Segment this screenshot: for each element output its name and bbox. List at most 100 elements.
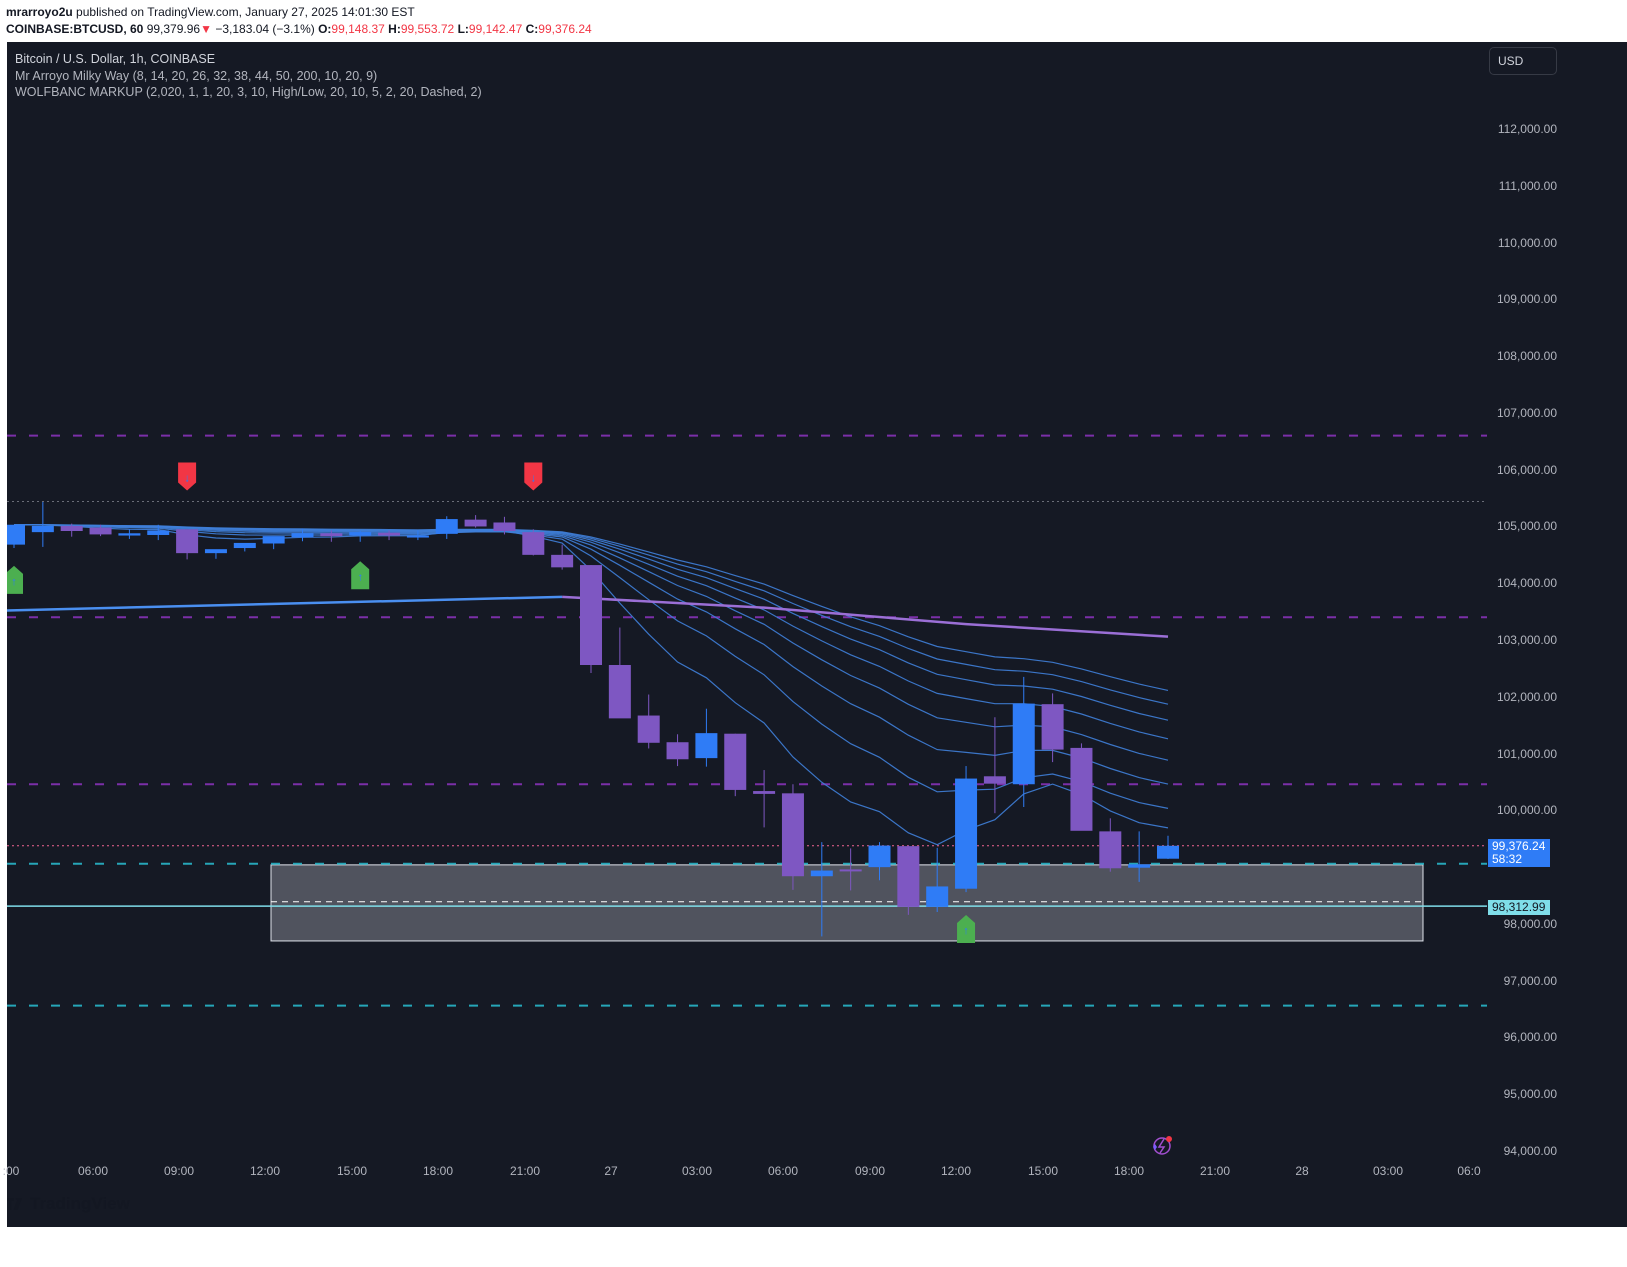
sell-signal-arrow-down-icon: ↓	[524, 462, 543, 491]
price-tick-label: 112,000.00	[1497, 122, 1557, 136]
candle-body	[839, 869, 862, 872]
price-tick-label: 108,000.00	[1496, 349, 1557, 364]
close-value: 99,376.24	[538, 22, 592, 36]
time-tick-label: 06:00	[767, 1164, 799, 1178]
ma200-line-purple	[562, 595, 1169, 638]
price-tick-label: 107,000.00	[1496, 405, 1557, 420]
tradingview-wordmark: TradingView	[30, 1194, 130, 1213]
candle-body	[1041, 704, 1064, 750]
candle-body	[7, 524, 25, 545]
time-tick-label: 15:00	[1027, 1164, 1059, 1178]
time-tick-label: 06:0	[1457, 1164, 1481, 1178]
time-tick-label: 18:00	[422, 1164, 454, 1178]
svg-text:↑: ↑	[963, 925, 969, 937]
open-value: 99,148.37	[331, 22, 385, 36]
candle-body	[781, 793, 804, 877]
legend-title[interactable]: Bitcoin / U.S. Dollar, 1h, COINBASE	[15, 52, 216, 66]
candle-body	[147, 530, 170, 535]
lightning-alert-icon[interactable]	[1153, 1136, 1172, 1155]
price-tick-label: 102,000.00	[1496, 689, 1557, 704]
candle-body	[695, 733, 718, 759]
candle-body	[89, 527, 112, 535]
price-tick-label: 111,000.00	[1498, 178, 1557, 193]
candle-body	[320, 533, 343, 537]
candle-body	[1070, 747, 1093, 831]
currency-button[interactable]: USD	[1489, 47, 1557, 75]
candle-body	[580, 565, 602, 666]
svg-text:↑: ↑	[357, 571, 363, 583]
candle-body	[176, 529, 199, 554]
time-tick-label: 21:00	[509, 1164, 541, 1178]
author-name[interactable]: mrarroyo2u	[6, 5, 73, 19]
last-price-badge-value: 99,376.24	[1492, 839, 1546, 853]
candle-body	[551, 554, 574, 568]
price-tick-label: 104,000.00	[1496, 576, 1557, 591]
symbol-label: COINBASE:BTCUSD, 60	[6, 22, 144, 36]
time-tick-label: 27	[604, 1164, 618, 1178]
published-text: published on TradingView.com, January 27…	[76, 5, 415, 19]
candle-body	[262, 536, 285, 544]
tradingview-logo-icon	[7, 1198, 22, 1210]
ema-line	[13, 524, 1169, 785]
price-plot[interactable]: ↑ ↓ ↑ ↓ ↑	[7, 42, 1627, 1227]
candle-body	[608, 665, 631, 719]
tradingview-logo[interactable]: TradingView	[7, 1194, 130, 1214]
last-price: 99,379.96	[146, 22, 201, 36]
buy-signal-arrow-up-icon: ↑	[351, 561, 370, 590]
high-value: 99,553.72	[400, 22, 455, 36]
svg-text:↓: ↓	[184, 472, 190, 484]
candle-body	[291, 533, 314, 538]
time-tick-label: 12:00	[249, 1164, 281, 1178]
price-tick-label: 103,000.00	[1496, 633, 1557, 648]
candle-body	[204, 549, 227, 554]
time-tick-label: 28	[1295, 1164, 1309, 1178]
publish-info: mrarroyo2u published on TradingView.com,…	[6, 5, 415, 19]
level-price-badge: 98,312.99	[1488, 900, 1550, 915]
candle-body	[378, 532, 401, 536]
symbol-info: COINBASE:BTCUSD, 60 99,379.96▼ −3,183.04…	[6, 22, 592, 36]
low-value: 99,142.47	[468, 22, 523, 36]
down-arrow-icon: ▼	[200, 22, 212, 36]
zone-box	[270, 864, 1424, 942]
candle-body	[666, 742, 689, 760]
time-tick-label: 09:00	[163, 1164, 195, 1178]
ma200-line-blue	[7, 595, 563, 612]
price-tick-label: 97,000.00	[1503, 973, 1557, 988]
time-tick-label: 21:00	[1199, 1164, 1231, 1178]
candle-body	[983, 776, 1006, 784]
price-tick-label: 106,000.00	[1496, 462, 1557, 477]
candle-body	[897, 846, 920, 907]
last-price-badge: 99,376.24 58:32	[1488, 839, 1550, 867]
ema-line	[14, 524, 1169, 740]
price-tick-label: 94,000.00	[1503, 1144, 1557, 1159]
price-change: −3,183.04 (−3.1%)	[215, 22, 315, 36]
candle-body	[926, 886, 949, 907]
candle-body	[493, 522, 516, 532]
chart-pane[interactable]: Bitcoin / U.S. Dollar, 1h, COINBASE Mr A…	[3, 42, 1627, 1227]
bar-countdown: 58:32	[1492, 852, 1523, 866]
price-tick-label: 96,000.00	[1503, 1030, 1557, 1045]
chart-legend: Bitcoin / U.S. Dollar, 1h, COINBASE Mr A…	[15, 51, 482, 101]
price-tick-label: 105,000.00	[1496, 519, 1557, 534]
price-tick-label: 101,000.00	[1496, 746, 1557, 761]
price-tick-label: 110,000.00	[1497, 235, 1557, 250]
time-tick-label: 15:00	[336, 1164, 368, 1178]
candle-body	[1012, 703, 1035, 785]
price-tick-label: 98,000.00	[1503, 916, 1557, 931]
ema-line	[14, 524, 1169, 691]
candle-body	[435, 519, 458, 534]
buy-signal-arrow-up-icon: ↑	[7, 565, 23, 594]
candle-body	[406, 535, 429, 538]
svg-text:↓: ↓	[531, 472, 537, 484]
price-tick-label: 100,000.00	[1496, 803, 1557, 818]
candle-body	[522, 532, 545, 555]
candle-body	[1128, 864, 1151, 868]
legend-indicator-wolfbanc[interactable]: WOLFBANC MARKUP (2,020, 1, 1, 20, 3, 10,…	[15, 85, 482, 99]
time-tick-label: 03:00	[1372, 1164, 1404, 1178]
candle-body	[637, 715, 660, 743]
buy-signal-arrow-up-icon: ↑	[957, 915, 976, 944]
price-tick-label: 109,000.00	[1496, 292, 1557, 307]
time-tick-label: 09:00	[854, 1164, 886, 1178]
candle-body	[233, 542, 256, 549]
legend-indicator-milky-way[interactable]: Mr Arroyo Milky Way (8, 14, 20, 26, 32, …	[15, 68, 378, 83]
